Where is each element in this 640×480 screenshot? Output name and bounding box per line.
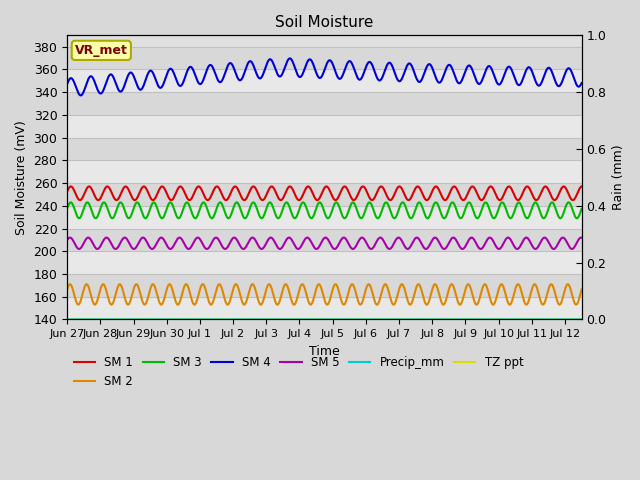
Precip_mm — [563, 316, 570, 322]
Precip_mm — [468, 316, 476, 322]
SM 4 — [286, 56, 294, 61]
Line: SM 1: SM 1 — [67, 186, 582, 200]
SM 2 — [563, 282, 571, 288]
SM 3 — [469, 206, 477, 212]
SM 5 — [300, 239, 307, 244]
SM 5 — [63, 237, 71, 243]
SM 2 — [66, 281, 74, 287]
SM 3 — [314, 202, 321, 208]
Text: VR_met: VR_met — [75, 44, 128, 57]
SM 1 — [295, 197, 303, 203]
SM 4 — [578, 80, 586, 86]
SM 1 — [563, 188, 571, 193]
Precip_mm — [563, 316, 570, 322]
TZ ppt — [90, 316, 97, 322]
SM 1 — [578, 184, 586, 190]
SM 3 — [133, 200, 141, 205]
SM 5 — [578, 235, 586, 240]
TZ ppt — [63, 316, 71, 322]
SM 2 — [578, 287, 586, 292]
SM 2 — [90, 300, 97, 306]
Bar — [67, 138, 582, 160]
Bar — [67, 70, 582, 92]
SM 4 — [90, 77, 97, 83]
Line: SM 2: SM 2 — [67, 284, 582, 305]
Precip_mm — [90, 316, 97, 322]
Bar — [67, 92, 582, 115]
SM 1 — [90, 190, 97, 195]
SM 4 — [563, 67, 571, 72]
SM 1 — [63, 188, 71, 194]
SM 2 — [469, 293, 477, 299]
SM 3 — [407, 216, 415, 221]
Line: SM 3: SM 3 — [67, 203, 582, 218]
Precip_mm — [314, 316, 321, 322]
SM 3 — [563, 201, 571, 207]
TZ ppt — [468, 316, 476, 322]
SM 2 — [300, 283, 308, 289]
Line: SM 4: SM 4 — [67, 59, 582, 96]
SM 2 — [314, 282, 322, 288]
Title: Soil Moisture: Soil Moisture — [275, 15, 374, 30]
SM 1 — [158, 183, 166, 189]
SM 4 — [77, 93, 84, 98]
SM 5 — [322, 235, 330, 240]
Bar — [67, 228, 582, 251]
SM 1 — [563, 187, 571, 193]
SM 5 — [563, 240, 571, 245]
SM 1 — [469, 184, 477, 190]
X-axis label: Time: Time — [309, 345, 340, 358]
SM 3 — [90, 213, 97, 218]
Y-axis label: Soil Moisture (mV): Soil Moisture (mV) — [15, 120, 28, 235]
SM 4 — [300, 67, 308, 73]
SM 5 — [563, 240, 571, 246]
SM 3 — [300, 200, 308, 205]
Bar — [67, 160, 582, 183]
Y-axis label: Rain (mm): Rain (mm) — [612, 144, 625, 210]
Bar — [67, 183, 582, 206]
TZ ppt — [563, 316, 570, 322]
SM 5 — [314, 246, 321, 252]
SM 3 — [563, 201, 571, 206]
Precip_mm — [300, 316, 307, 322]
SM 4 — [63, 81, 71, 87]
Bar — [67, 251, 582, 274]
TZ ppt — [578, 316, 586, 322]
SM 4 — [469, 68, 477, 74]
Precip_mm — [578, 316, 586, 322]
Precip_mm — [63, 316, 71, 322]
Line: SM 5: SM 5 — [67, 238, 582, 249]
TZ ppt — [563, 316, 570, 322]
SM 4 — [563, 66, 571, 72]
TZ ppt — [314, 316, 321, 322]
SM 2 — [563, 282, 571, 288]
SM 1 — [314, 197, 322, 203]
SM 5 — [90, 241, 97, 247]
SM 5 — [469, 235, 477, 241]
TZ ppt — [300, 316, 307, 322]
Bar — [67, 297, 582, 319]
Bar — [67, 206, 582, 228]
Bar — [67, 47, 582, 70]
SM 3 — [63, 206, 71, 212]
SM 1 — [300, 189, 308, 195]
SM 4 — [314, 73, 322, 79]
Bar — [67, 274, 582, 297]
SM 2 — [307, 302, 314, 308]
SM 2 — [63, 287, 71, 292]
SM 5 — [459, 246, 467, 252]
Bar — [67, 115, 582, 138]
SM 3 — [578, 206, 586, 212]
Legend: SM 1, SM 2, SM 3, SM 4, SM 5, Precip_mm, TZ ppt: SM 1, SM 2, SM 3, SM 4, SM 5, Precip_mm,… — [69, 352, 528, 393]
